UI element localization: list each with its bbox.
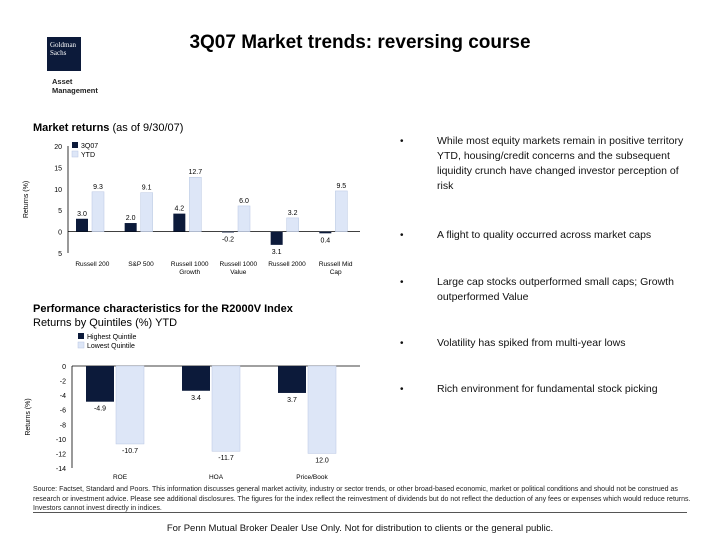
- bullet-dot-icon: •: [400, 136, 404, 147]
- bar: [76, 218, 88, 232]
- bar: [86, 366, 114, 402]
- goldman-sachs-logo: Goldman Sachs: [47, 37, 81, 71]
- data-label: 3.2: [288, 210, 298, 217]
- data-label: -10.7: [122, 448, 138, 455]
- quintile-returns-chart: Returns (%) 0 -2 -4 -6 -8 -10 -12 -14 -4.9 -10.7 RO…: [25, 333, 360, 481]
- bar: [115, 365, 145, 445]
- market-returns-chart: Returns (%) 20 15 10 5 0 5 3.0 9.3 Russell 200 2.0…: [23, 142, 360, 276]
- data-label: 3.7: [287, 397, 297, 404]
- logo-text: Goldman Sachs: [50, 41, 77, 57]
- legend-label: Lowest Quintile: [87, 343, 135, 350]
- legend-swatch: [71, 150, 79, 158]
- bar: [286, 217, 299, 232]
- bar: [91, 191, 105, 232]
- data-label: 4.2: [174, 206, 184, 213]
- market-returns-date: (as of 9/30/07): [109, 122, 184, 134]
- data-label: 6.0: [239, 198, 249, 205]
- y-tick-label: -8: [60, 422, 66, 429]
- footer-divider: [33, 512, 687, 513]
- category-label: ROE: [113, 474, 128, 481]
- legend-swatch: [72, 142, 78, 148]
- bullet-text: A flight to quality occurred across mark…: [437, 229, 652, 241]
- bullet-dot-icon: •: [400, 230, 404, 241]
- legend-swatch: [77, 341, 85, 349]
- y-axis-label: Returns (%): [23, 181, 30, 218]
- legend-swatch: [78, 333, 84, 339]
- data-label: 0.4: [320, 237, 330, 244]
- bar: [237, 205, 251, 232]
- category-label: Russell Mid Cap: [319, 261, 353, 276]
- category-label: HOA: [209, 474, 224, 481]
- category-label: Russell 2000: [268, 261, 306, 268]
- market-returns-title: Market returns: [33, 122, 110, 134]
- y-tick-label: -4: [60, 393, 66, 400]
- y-tick-label: 0: [62, 364, 66, 371]
- bar: [182, 366, 210, 391]
- y-tick-label: 5: [58, 251, 62, 258]
- category-label: Russell 1000 Value: [220, 261, 258, 276]
- data-label: 3.1: [272, 249, 282, 256]
- asset-management-label: Asset Management: [52, 77, 98, 95]
- bar: [211, 365, 241, 452]
- data-label: 9.3: [93, 184, 103, 191]
- bar: [173, 213, 186, 232]
- y-axis-label: Returns (%): [25, 398, 32, 435]
- logo-sub-line1: Asset: [52, 77, 73, 86]
- bar: [307, 365, 337, 454]
- y-tick-label: 10: [54, 187, 62, 194]
- bar: [335, 190, 348, 232]
- category-label: S&P 500: [128, 261, 154, 268]
- bullet-text: Rich environment for fundamental stock p…: [437, 383, 658, 395]
- footer-disclaimer: For Penn Mutual Broker Dealer Use Only. …: [166, 523, 554, 534]
- bullet-dot-icon: •: [400, 338, 404, 349]
- y-tick-label: 5: [58, 208, 62, 215]
- y-tick-label: -14: [56, 466, 66, 473]
- market-returns-heading: Market returns (as of 9/30/07): [33, 122, 183, 134]
- bar: [140, 192, 153, 232]
- y-tick-label: 15: [54, 165, 62, 172]
- data-label: 3.4: [191, 395, 201, 402]
- data-label: -11.7: [218, 455, 234, 462]
- performance-subtitle: Returns by Quintiles (%) YTD: [33, 317, 178, 329]
- bullet-text: Large cap stocks outperformed small caps…: [437, 276, 674, 303]
- logo-sub-line2: Management: [52, 86, 98, 95]
- data-label: 2.0: [126, 215, 136, 222]
- y-tick-label: -10: [56, 437, 66, 444]
- bar: [124, 223, 137, 232]
- bullet-text: While most equity markets remain in posi…: [437, 135, 684, 192]
- y-tick-label: 0: [58, 230, 62, 237]
- bar: [270, 231, 283, 245]
- category-label: Price/Book: [296, 474, 328, 481]
- bar: [319, 231, 332, 234]
- data-label: 9.1: [142, 185, 152, 192]
- y-tick-label: -12: [56, 451, 66, 458]
- legend-label: YTD: [81, 152, 95, 159]
- bullet-dot-icon: •: [400, 384, 404, 395]
- data-label: 3.0: [77, 211, 87, 218]
- y-tick-label: -6: [60, 408, 66, 415]
- legend-label: Highest Quintile: [87, 334, 137, 341]
- data-label: -4.9: [94, 406, 106, 413]
- data-label: 12.7: [189, 169, 203, 176]
- y-tick-label: 20: [54, 144, 62, 151]
- legend-label: 3Q07: [81, 143, 98, 150]
- data-label: 12.0: [315, 457, 329, 464]
- bar: [278, 366, 306, 393]
- data-label: -0.2: [222, 236, 234, 243]
- bar: [189, 176, 202, 232]
- bullet-dot-icon: •: [400, 277, 404, 288]
- page-title: 3Q07 Market trends: reversing course: [189, 32, 531, 53]
- y-tick-label: -2: [60, 379, 66, 386]
- category-label: Russell 200: [75, 261, 109, 268]
- bar: [222, 231, 234, 233]
- data-label: 9.5: [336, 183, 346, 190]
- category-label: Russell 1000 Growth: [171, 261, 209, 276]
- performance-title: Performance characteristics for the R200…: [33, 303, 293, 315]
- bullet-text: Volatility has spiked from multi-year lo…: [437, 337, 626, 349]
- source-disclosure: Source: Factset, Standard and Poors. Thi…: [33, 486, 691, 512]
- performance-heading: Performance characteristics for the R200…: [33, 302, 293, 330]
